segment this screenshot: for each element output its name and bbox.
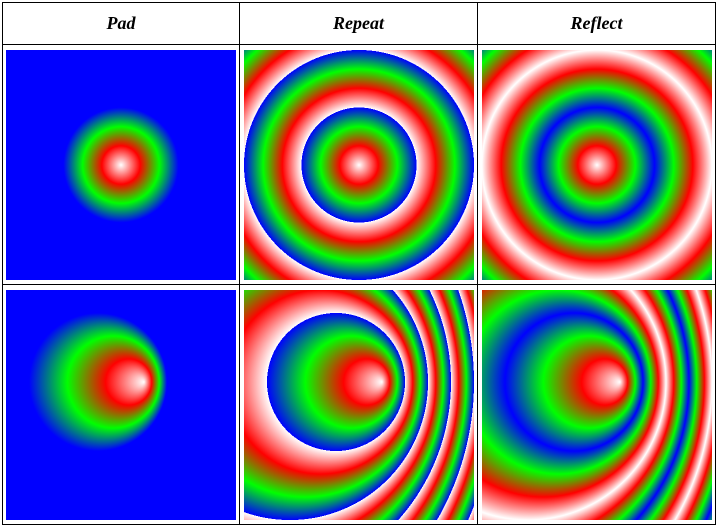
radial-gradient-offset-reflect [481, 289, 712, 520]
radial-gradient-centered-pad [6, 49, 236, 280]
column-header-repeat: Repeat [239, 2, 478, 45]
column-header-reflect: Reflect [477, 2, 716, 45]
cell-centered-repeat [239, 44, 478, 285]
gradient-fill-repeat [243, 289, 474, 520]
gradient-fill-reflect [481, 49, 712, 280]
header-row: Pad Repeat Reflect [2, 2, 716, 45]
gradient-fill-pad [6, 289, 236, 520]
gradient-fill-repeat [243, 49, 474, 280]
gradient-fill-reflect [481, 289, 712, 520]
centered-focus-row [2, 44, 716, 285]
cell-centered-reflect [477, 44, 716, 285]
column-header-pad: Pad [2, 2, 240, 45]
cell-centered-pad [2, 44, 240, 285]
gradient-fill-pad [6, 49, 236, 280]
radial-gradient-centered-reflect [481, 49, 712, 280]
radial-gradient-centered-repeat [243, 49, 474, 280]
radial-gradient-offset-pad [6, 289, 236, 520]
cell-offset-pad [2, 284, 240, 525]
cell-offset-repeat [239, 284, 478, 525]
offset-focus-row [2, 284, 716, 525]
radial-gradient-offset-repeat [243, 289, 474, 520]
cell-offset-reflect [477, 284, 716, 525]
spread-method-table: Pad Repeat Reflect [2, 2, 716, 525]
